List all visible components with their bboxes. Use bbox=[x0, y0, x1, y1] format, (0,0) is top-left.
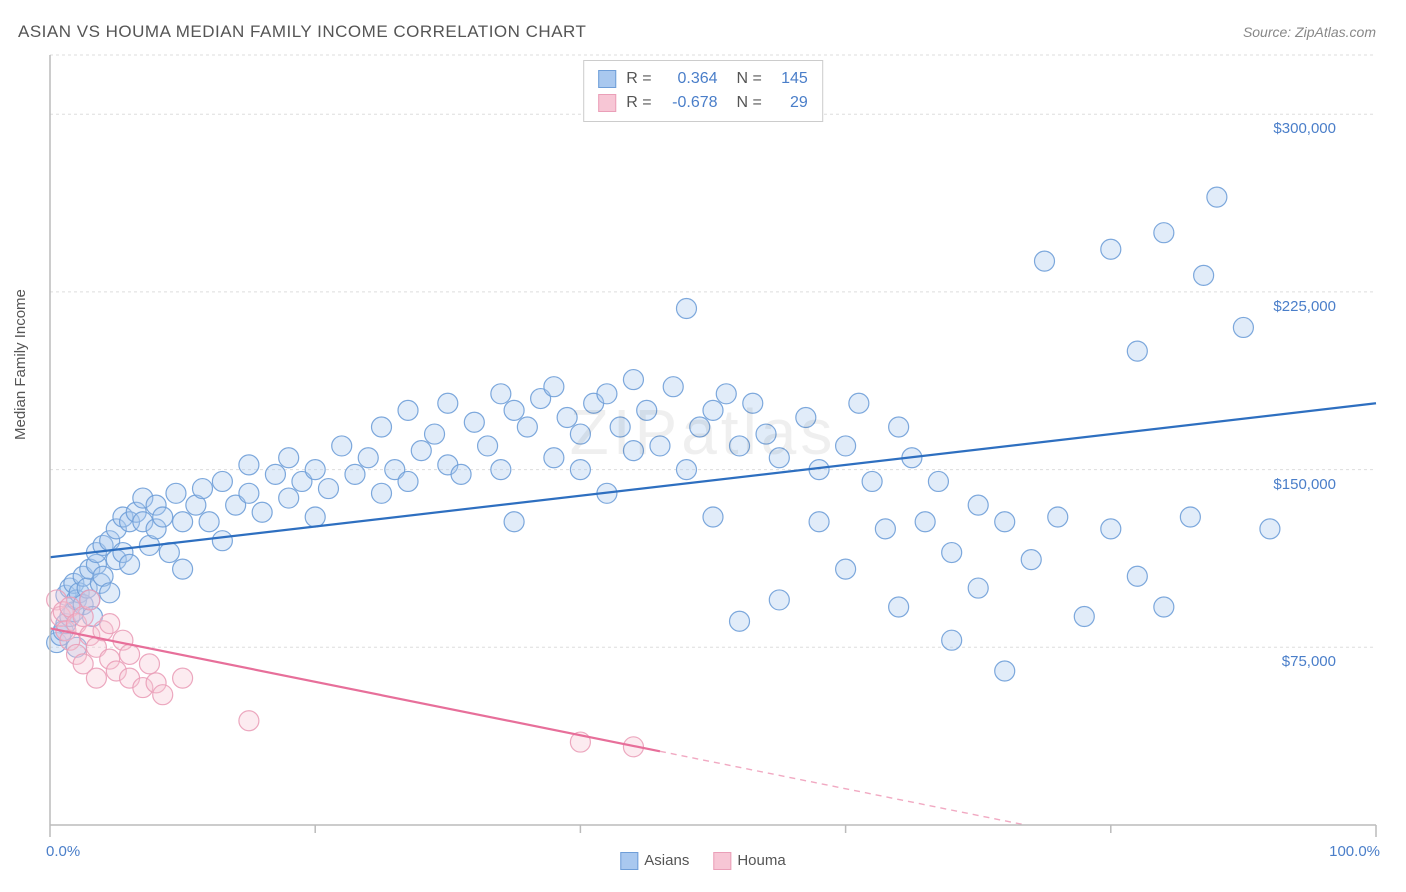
stat-r-value-asians: 0.364 bbox=[662, 67, 718, 91]
correlation-stats-box: R = 0.364 N = 145 R = -0.678 N = 29 bbox=[583, 60, 823, 122]
chart-svg bbox=[0, 0, 1406, 892]
y-tick-label: $225,000 bbox=[1256, 298, 1336, 315]
x-tick-label: 0.0% bbox=[46, 843, 80, 860]
stats-row-houma: R = -0.678 N = 29 bbox=[598, 91, 808, 115]
legend-swatch-asians bbox=[620, 852, 638, 870]
legend-label-asians: Asians bbox=[644, 852, 689, 869]
legend-item-asians: Asians bbox=[620, 852, 689, 870]
series-legend: Asians Houma bbox=[620, 852, 785, 870]
stat-n-label: N = bbox=[728, 67, 762, 91]
stat-n-label: N = bbox=[728, 91, 762, 115]
stat-n-value-houma: 29 bbox=[772, 91, 808, 115]
legend-swatch-houma bbox=[713, 852, 731, 870]
stat-r-label: R = bbox=[626, 91, 651, 115]
stat-r-label: R = bbox=[626, 67, 651, 91]
legend-label-houma: Houma bbox=[737, 852, 785, 869]
stat-r-value-houma: -0.678 bbox=[662, 91, 718, 115]
y-tick-label: $150,000 bbox=[1256, 476, 1336, 493]
stats-row-asians: R = 0.364 N = 145 bbox=[598, 67, 808, 91]
x-tick-label: 100.0% bbox=[1320, 843, 1380, 860]
chart-container: ASIAN VS HOUMA MEDIAN FAMILY INCOME CORR… bbox=[0, 0, 1406, 892]
swatch-asians bbox=[598, 70, 616, 88]
swatch-houma bbox=[598, 94, 616, 112]
stat-n-value-asians: 145 bbox=[772, 67, 808, 91]
legend-item-houma: Houma bbox=[713, 852, 785, 870]
y-tick-label: $300,000 bbox=[1256, 120, 1336, 137]
y-tick-label: $75,000 bbox=[1256, 653, 1336, 670]
